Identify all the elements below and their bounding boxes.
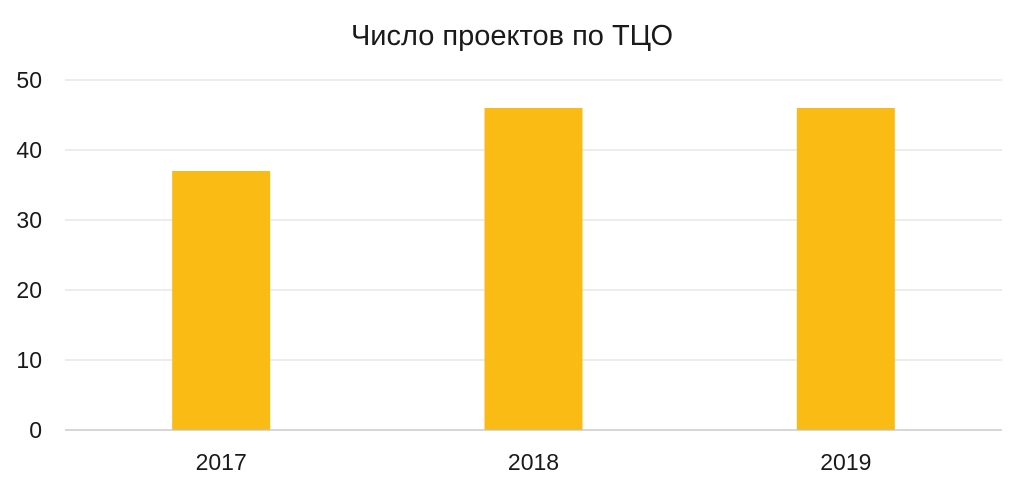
y-tick-label: 10 [16, 347, 42, 373]
y-tick-label: 40 [16, 137, 42, 163]
y-axis-ticks: 0 10 20 30 40 50 [16, 67, 42, 443]
x-tick-label: 2019 [820, 449, 871, 475]
bar-2018 [484, 108, 583, 430]
bars [172, 108, 895, 430]
y-tick-label: 0 [29, 417, 42, 443]
chart-title: Число проектов по ТЦО [351, 20, 673, 52]
x-tick-label: 2017 [196, 449, 247, 475]
y-tick-label: 30 [16, 207, 42, 233]
y-tick-label: 50 [16, 67, 42, 93]
bar-2017 [172, 171, 271, 430]
y-tick-label: 20 [16, 277, 42, 303]
x-tick-label: 2018 [508, 449, 559, 475]
bar-2019 [796, 108, 895, 430]
x-axis-ticks: 2017 2018 2019 [196, 449, 872, 475]
